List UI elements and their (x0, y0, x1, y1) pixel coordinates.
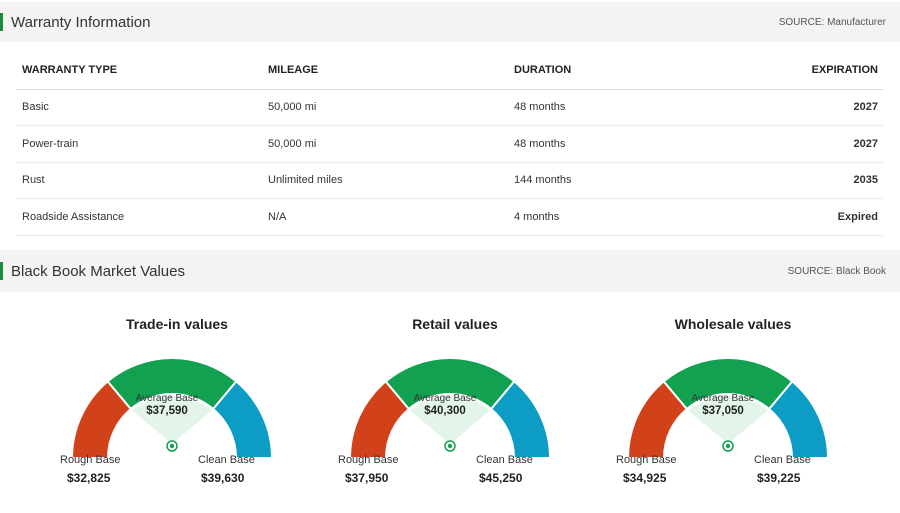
section-accent-bar (0, 262, 3, 280)
expiration-cell: 2027 (754, 125, 884, 163)
clean-base-label: Clean Base (198, 454, 255, 466)
gauge-wholesale: Wholesale values Average Base $37,050 Ro… (616, 312, 848, 502)
duration-cell: 144 months (508, 162, 754, 199)
warranty-table: WARRANTY TYPE MILEAGE DURATION EXPIRATIO… (16, 52, 884, 236)
blackbook-section-header: Black Book Market Values SOURCE: Black B… (0, 250, 900, 292)
rough-base-value: $34,925 (623, 471, 667, 485)
average-base-value: $37,050 (702, 405, 744, 417)
table-row: Power-train 50,000 mi 48 months 2027 (16, 125, 884, 163)
blackbook-source: SOURCE: Black Book (787, 265, 886, 277)
mileage-cell: 50,000 mi (262, 89, 508, 126)
pointer-fan (132, 396, 212, 444)
column-header-mileage: MILEAGE (262, 52, 508, 90)
mileage-cell: Unlimited miles (262, 162, 508, 199)
clean-base-value: $39,225 (757, 471, 801, 485)
clean-base-label: Clean Base (754, 454, 811, 466)
clean-base-segment (489, 379, 550, 459)
clean-base-value: $45,250 (479, 471, 523, 485)
clean-base-segment (767, 379, 828, 459)
pointer-fan (410, 396, 490, 444)
gauge-title: Wholesale values (674, 316, 792, 332)
average-base-value: $37,590 (146, 405, 188, 417)
gauge-retail: Retail values Average Base $40,300 Rough… (338, 312, 570, 502)
rough-base-value: $32,825 (67, 471, 111, 485)
expiration-cell: 2027 (754, 89, 884, 126)
rough-base-label: Rough Base (60, 454, 121, 466)
gauge-trade-in: Trade-in values Average Base $37,590 Rou… (60, 312, 292, 502)
rough-base-label: Rough Base (338, 454, 399, 466)
duration-cell: 4 months (508, 198, 754, 236)
duration-cell: 48 months (508, 89, 754, 126)
column-header-duration: DURATION (508, 52, 754, 90)
column-header-warranty-type: WARRANTY TYPE (16, 52, 262, 90)
pointer-fan (688, 396, 768, 444)
average-base-value: $40,300 (424, 405, 466, 417)
clean-base-value: $39,630 (201, 471, 245, 485)
duration-cell: 48 months (508, 125, 754, 163)
column-header-expiration: EXPIRATION (754, 52, 884, 90)
clean-base-segment (211, 379, 272, 459)
expiration-cell: 2035 (754, 162, 884, 199)
needle-hub-dot (447, 443, 453, 449)
warranty-type-cell: Basic (16, 89, 262, 126)
average-base-label: Average Base (135, 393, 199, 404)
gauge-dial (72, 357, 272, 459)
rough-base-value: $37,950 (345, 471, 389, 485)
expiration-cell: Expired (754, 198, 884, 236)
section-accent-bar (0, 13, 3, 31)
warranty-section-header: Warranty Information SOURCE: Manufacture… (0, 2, 900, 42)
warranty-table-header-row: WARRANTY TYPE MILEAGE DURATION EXPIRATIO… (16, 52, 884, 90)
mileage-cell: N/A (262, 198, 508, 236)
clean-base-label: Clean Base (476, 454, 533, 466)
blackbook-title: Black Book Market Values (11, 262, 185, 280)
gauge-title: Retail values (412, 316, 498, 332)
average-base-label: Average Base (413, 393, 477, 404)
table-row: Roadside Assistance N/A 4 months Expired (16, 198, 884, 236)
needle-hub-dot (725, 443, 731, 449)
table-row: Basic 50,000 mi 48 months 2027 (16, 89, 884, 126)
warranty-type-cell: Roadside Assistance (16, 198, 262, 236)
average-base-label: Average Base (691, 393, 755, 404)
gauge-dial (350, 357, 550, 459)
warranty-source: SOURCE: Manufacturer (778, 16, 886, 28)
needle-hub-dot (169, 443, 175, 449)
table-row: Rust Unlimited miles 144 months 2035 (16, 162, 884, 199)
warranty-title: Warranty Information (11, 13, 151, 31)
warranty-type-cell: Rust (16, 162, 262, 199)
warranty-type-cell: Power-train (16, 125, 262, 163)
gauge-dial (628, 357, 828, 459)
rough-base-label: Rough Base (616, 454, 677, 466)
mileage-cell: 50,000 mi (262, 125, 508, 163)
gauge-title: Trade-in values (126, 316, 228, 332)
